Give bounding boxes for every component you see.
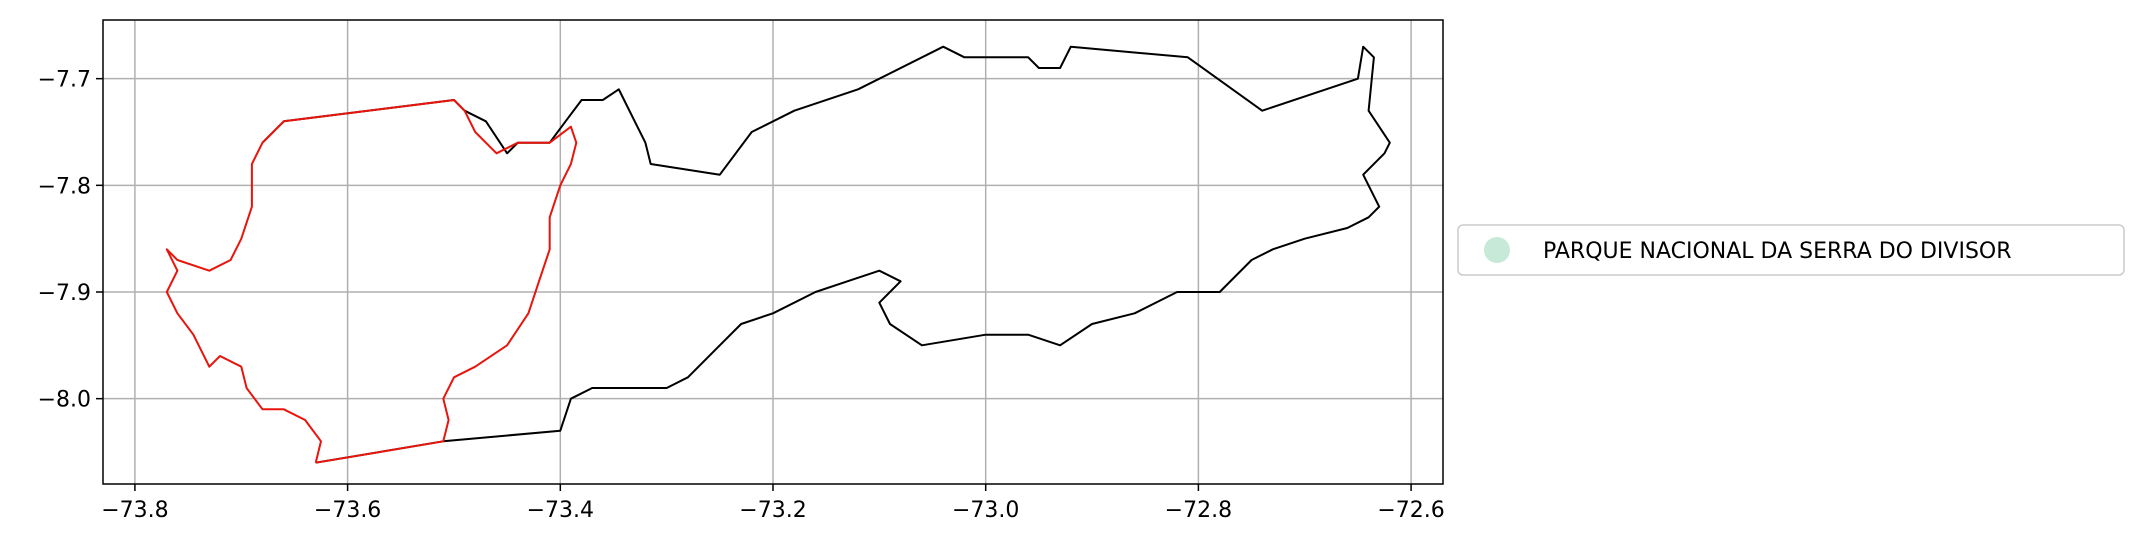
park-boundaries [165, 45, 1391, 464]
boundary-outline [261, 45, 1391, 464]
y-tick-label: −7.9 [38, 281, 91, 306]
y-tick-label: −8.0 [38, 388, 91, 413]
legend-label: PARQUE NACIONAL DA SERRA DO DIVISOR [1543, 239, 2012, 264]
legend-box [1457, 224, 2125, 276]
x-tick-label: −73.6 [314, 498, 381, 523]
x-tick-label: −72.8 [1165, 498, 1232, 523]
y-tick-label: −7.7 [38, 68, 91, 93]
x-tick-label: −72.6 [1377, 498, 1444, 523]
x-tick-label: −73.0 [952, 498, 1019, 523]
x-axis: −73.8 −73.6 −73.4 −73.2 −73.0 −72.8 −72.6 [101, 484, 1445, 523]
x-tick-label: −73.4 [527, 498, 594, 523]
grid-lines [103, 20, 1443, 484]
y-tick-label: −7.8 [38, 174, 91, 199]
boundary-highlight [165, 99, 578, 464]
x-tick-label: −73.2 [739, 498, 806, 523]
x-tick-label: −73.8 [101, 498, 168, 523]
legend: PARQUE NACIONAL DA SERRA DO DIVISOR [1457, 224, 2125, 276]
legend-marker [1484, 237, 1510, 263]
y-axis: −7.7 −7.8 −7.9 −8.0 [38, 68, 103, 413]
